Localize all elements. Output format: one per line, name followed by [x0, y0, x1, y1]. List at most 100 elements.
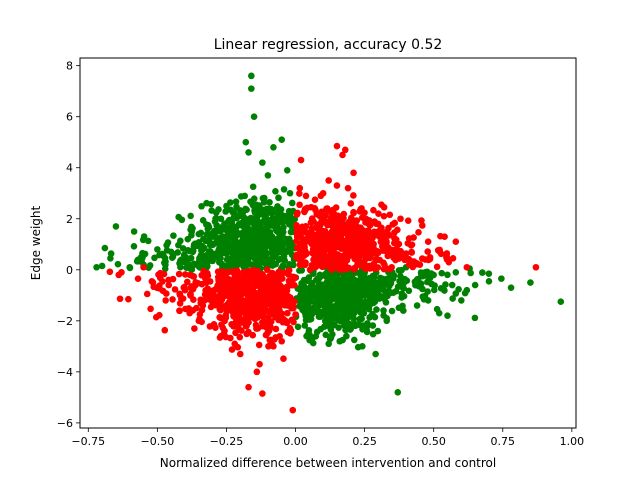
red-point [236, 350, 244, 358]
red-point [280, 355, 287, 362]
red-point [433, 263, 441, 271]
red-point [253, 301, 261, 309]
red-point [165, 276, 172, 284]
red-point [246, 293, 254, 300]
x-tick-label: 0.75 [491, 435, 516, 448]
red-point [374, 248, 381, 255]
green-point [304, 277, 311, 285]
red-point [209, 299, 216, 307]
green-point [380, 307, 387, 314]
red-point [253, 325, 260, 332]
y-tick-label: 2 [66, 213, 73, 226]
green-point [225, 255, 232, 263]
red-point [353, 222, 360, 230]
green-point [207, 233, 214, 241]
red-point [284, 328, 292, 336]
red-point [217, 332, 225, 340]
green-point [347, 305, 355, 313]
red-point [224, 292, 231, 299]
green-point [137, 254, 145, 261]
green-point [203, 199, 210, 207]
red-point [296, 201, 303, 209]
red-point [358, 205, 365, 212]
red-point [333, 142, 341, 150]
red-point [360, 259, 368, 266]
red-point [345, 238, 353, 246]
red-point [294, 209, 301, 217]
green-point [278, 211, 285, 219]
green-point [302, 311, 310, 319]
red-point [140, 263, 147, 271]
green-point [222, 223, 230, 230]
red-point [228, 297, 235, 304]
red-point [301, 208, 308, 216]
green-point [336, 337, 344, 345]
red-point [449, 255, 457, 262]
green-point [239, 213, 247, 221]
red-point [375, 228, 382, 235]
red-point [351, 217, 359, 225]
red-point [532, 263, 540, 271]
y-tick-label: −4 [57, 366, 73, 379]
red-point [336, 237, 344, 245]
red-point [319, 189, 327, 197]
red-point [311, 231, 318, 239]
green-point [335, 307, 342, 315]
green-point [258, 211, 266, 218]
red-point [370, 206, 377, 214]
red-point [366, 254, 374, 262]
red-point [339, 151, 346, 159]
green-point [200, 235, 207, 243]
red-point [143, 290, 151, 298]
red-point [270, 343, 277, 350]
green-point [251, 245, 258, 253]
green-point [263, 239, 271, 247]
red-point [165, 281, 173, 289]
green-point [144, 237, 152, 245]
red-point [350, 235, 358, 243]
green-point [400, 280, 407, 287]
green-point [223, 202, 230, 210]
red-point [244, 318, 252, 326]
green-point [250, 113, 258, 120]
green-point [237, 193, 245, 200]
red-point [232, 309, 240, 317]
green-point [334, 317, 342, 324]
red-point [228, 346, 236, 353]
red-point [302, 259, 309, 266]
green-point [230, 261, 238, 268]
green-point [319, 281, 327, 288]
red-point [332, 252, 339, 259]
green-point [349, 288, 357, 296]
green-point [227, 243, 235, 251]
red-point [298, 223, 306, 231]
red-point [289, 406, 297, 414]
green-point [383, 317, 391, 325]
red-point [264, 266, 271, 274]
green-point [328, 292, 336, 299]
y-tick-label: 4 [66, 162, 73, 175]
green-point [272, 221, 280, 228]
green-point [248, 85, 255, 92]
red-point [221, 317, 228, 325]
green-point [236, 239, 244, 246]
green-point [371, 298, 379, 305]
red-point [153, 284, 161, 292]
red-point [189, 272, 197, 280]
green-point [180, 251, 188, 259]
red-point [214, 293, 222, 300]
red-point [362, 215, 370, 223]
red-point [202, 279, 210, 287]
green-point [441, 287, 448, 294]
green-point [188, 261, 196, 269]
green-point [184, 235, 192, 243]
green-point [188, 223, 195, 231]
green-point [322, 331, 330, 339]
green-point [268, 233, 276, 240]
green-point [379, 275, 387, 283]
red-point [252, 282, 260, 290]
green-point [377, 285, 385, 293]
red-point [397, 247, 404, 255]
green-point [195, 262, 202, 270]
red-point [296, 246, 303, 253]
